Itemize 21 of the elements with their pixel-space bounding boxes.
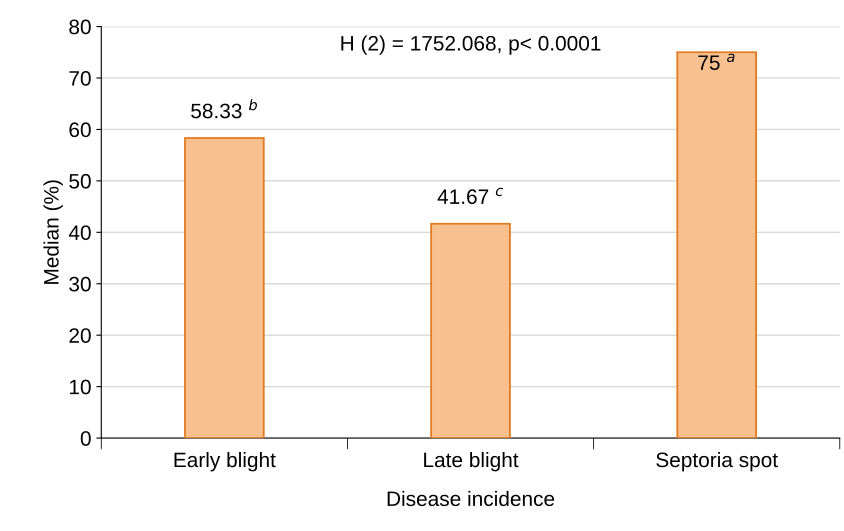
y-tick-label: 10	[70, 380, 91, 394]
bar	[184, 137, 265, 438]
data-label: 58.33 $^{b}$	[191, 99, 257, 118]
y-tick-label: 60	[69, 122, 91, 138]
x-tick-label: Late blight	[424, 452, 518, 472]
data-label: 75 $^{a}$	[698, 54, 734, 70]
y-tick-label: 50	[69, 174, 91, 189]
y-tick-label: 40	[68, 225, 91, 240]
x-tick-label: Septoria spot	[656, 452, 778, 472]
y-tick-label: 30	[69, 276, 91, 292]
y-tick-label: 0	[80, 431, 91, 446]
data-label: 41.67 $^{c}$	[438, 188, 504, 204]
bar	[430, 222, 511, 438]
bar	[676, 51, 757, 438]
x-axis-title: Disease incidence	[388, 490, 554, 506]
y-tick-label: 80	[69, 20, 91, 34]
x-tick-label: Early blight	[174, 452, 276, 472]
annotation: H (2) = 1752.068, p< 0.0001	[341, 35, 600, 55]
y-axis-title: Median (%)	[43, 180, 63, 284]
y-tick-label: 20	[69, 328, 91, 343]
y-tick-label: 70	[69, 70, 91, 86]
